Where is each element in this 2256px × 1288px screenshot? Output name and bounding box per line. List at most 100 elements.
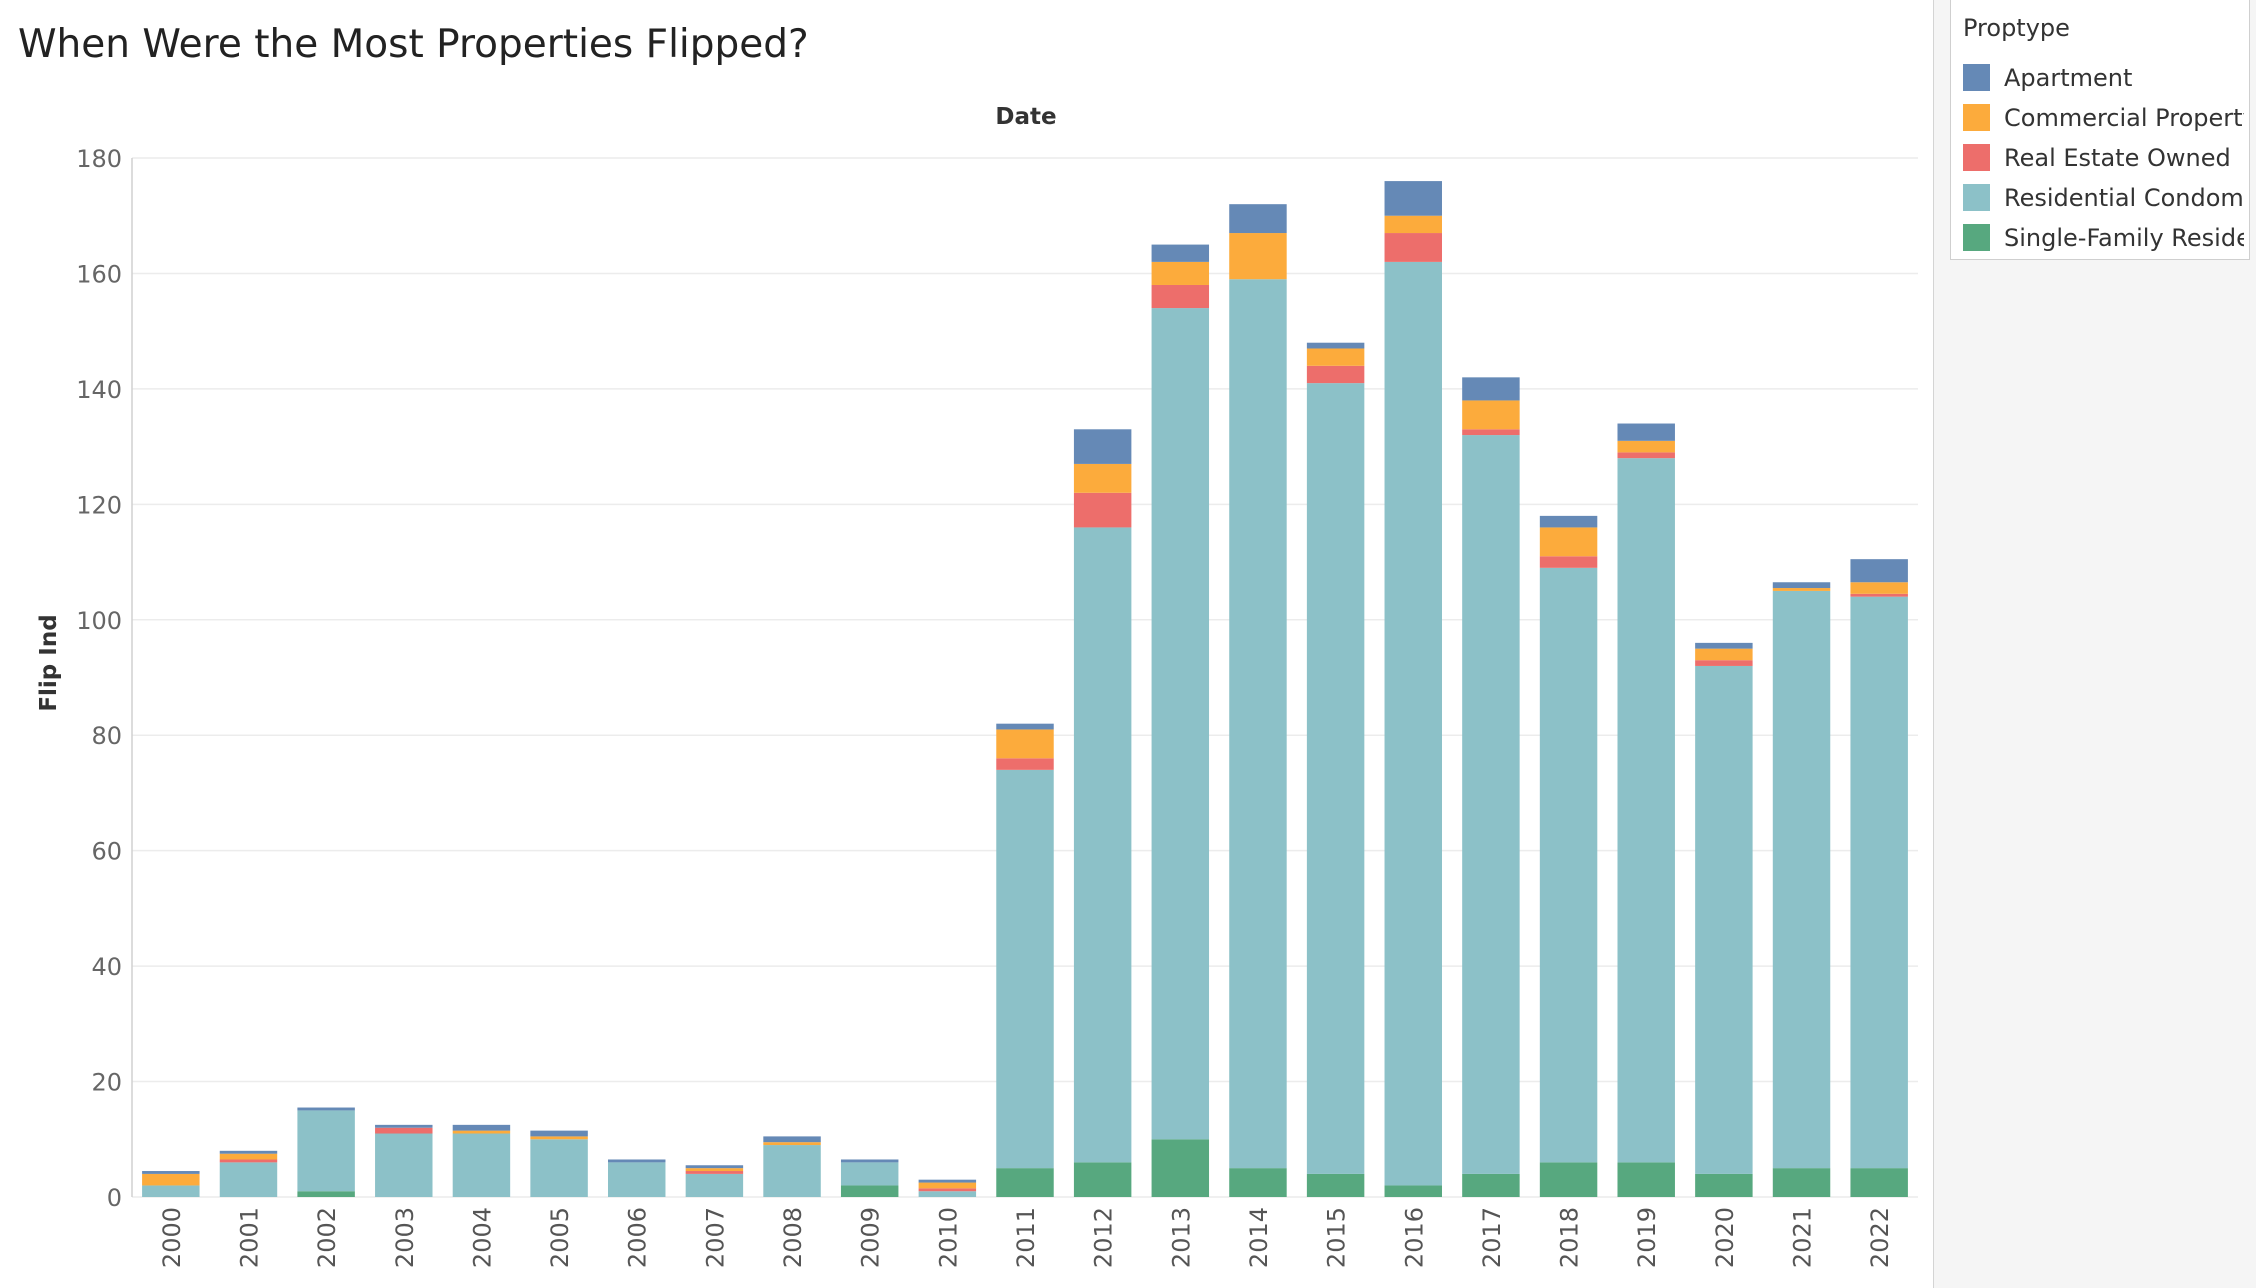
- bar-segment[interactable]: 2014 · Single-Family Reside..: 5: [1229, 1168, 1287, 1197]
- bar-segment[interactable]: 2013 · Single-Family Reside..: 10: [1151, 1139, 1210, 1197]
- bar-segment[interactable]: 2017 · Single-Family Reside..: 4: [1462, 1173, 1520, 1197]
- bar-segment[interactable]: 2009 · Single-Family Reside..: 2: [840, 1185, 899, 1197]
- bar-segment[interactable]: 2016 · Commercial Property: 3: [1384, 215, 1442, 234]
- bar-segment[interactable]: 2006 · Residential Condomi..: 6: [608, 1162, 666, 1197]
- bar-segment[interactable]: 2019 · Apartment: 3: [1617, 423, 1675, 441]
- bar-segment[interactable]: 2011 · Single-Family Reside..: 5: [996, 1168, 1054, 1197]
- bar-segment[interactable]: 2008 · Commercial Property: 0.5: [763, 1142, 821, 1146]
- bar-segment[interactable]: 2015 · Apartment: 1: [1306, 342, 1365, 349]
- bar-segment[interactable]: 2018 · Single-Family Reside..: 6: [1539, 1162, 1598, 1197]
- bar-segment[interactable]: 2014 · Residential Condomi..: 154: [1229, 279, 1287, 1169]
- bar-segment[interactable]: 2015 · Commercial Property: 3: [1306, 348, 1365, 366]
- bar-segment[interactable]: 2012 · Real Estate Owned: 6: [1073, 492, 1132, 528]
- bar-segment[interactable]: 2003 · Real Estate Owned: 1: [375, 1127, 433, 1134]
- bar-segment[interactable]: 2011 · Real Estate Owned: 2: [996, 758, 1054, 770]
- bar-segment[interactable]: 2012 · Residential Condomi..: 110: [1073, 527, 1132, 1163]
- bar-segment[interactable]: 2007 · Apartment: 0.5: [685, 1165, 744, 1169]
- bar-segment[interactable]: 2001 · Residential Condomi..: 6: [219, 1162, 278, 1197]
- bar-segment[interactable]: 2014 · Commercial Property: 8: [1229, 233, 1287, 280]
- bar-segment[interactable]: 2019 · Residential Condomi..: 122: [1617, 458, 1675, 1163]
- bar-segment[interactable]: 2020 · Commercial Property: 2: [1695, 648, 1753, 661]
- bar-segment[interactable]: 2017 · Residential Condomi..: 128: [1462, 435, 1520, 1174]
- bar-segment[interactable]: 2000 · Residential Condomi..: 2: [142, 1185, 200, 1197]
- bars[interactable]: 2000 · Residential Condomi..: 22000 · Co…: [142, 181, 1908, 1197]
- bar-segment[interactable]: 2001 · Commercial Property: 1: [219, 1153, 278, 1160]
- bar-segment[interactable]: 2002 · Single-Family Reside..: 1: [297, 1191, 355, 1197]
- legend-item-single-family-residence[interactable]: Single-Family Reside..: [1963, 222, 2249, 252]
- bar-segment[interactable]: 2018 · Commercial Property: 5: [1539, 527, 1598, 557]
- bar-segment[interactable]: 2017 · Real Estate Owned: 1: [1462, 429, 1520, 436]
- bar-segment[interactable]: 2018 · Apartment: 2: [1539, 515, 1598, 528]
- bar-segment[interactable]: 2020 · Single-Family Reside..: 4: [1695, 1173, 1753, 1197]
- bar-segment[interactable]: 2012 · Commercial Property: 5: [1073, 463, 1132, 493]
- bar-segment[interactable]: 2019 · Single-Family Reside..: 6: [1617, 1162, 1675, 1197]
- bar-segment[interactable]: 2004 · Residential Condomi..: 11: [452, 1133, 511, 1197]
- legend-item-residential-condominium[interactable]: Residential Condomi..: [1963, 182, 2249, 212]
- bar-segment[interactable]: 2010 · Residential Condomi..: 1: [918, 1191, 977, 1197]
- bar-segment[interactable]: 2016 · Apartment: 6: [1384, 181, 1442, 216]
- bar-segment[interactable]: 2014 · Apartment: 5: [1229, 204, 1287, 234]
- bar-segment[interactable]: 2011 · Commercial Property: 5: [996, 729, 1054, 759]
- bar-segment[interactable]: 2005 · Residential Condomi..: 10: [530, 1139, 588, 1197]
- bar-segment[interactable]: 2001 · Apartment: 0.5: [219, 1150, 278, 1154]
- bar-segment[interactable]: 2022 · Apartment: 4: [1850, 559, 1908, 583]
- bar-segment[interactable]: 2021 · Residential Condomi..: 100: [1772, 590, 1831, 1169]
- bar-segment[interactable]: 2005 · Commercial Property: 0.5: [530, 1136, 588, 1140]
- bar-segment[interactable]: 2022 · Commercial Property: 2: [1850, 582, 1908, 594]
- bar-segment[interactable]: 2021 · Apartment: 1: [1772, 582, 1831, 589]
- bar-segment[interactable]: 2009 · Residential Condomi..: 4: [840, 1162, 899, 1186]
- bar-segment[interactable]: 2008 · Apartment: 1: [763, 1136, 821, 1143]
- bar-segment[interactable]: 2016 · Single-Family Reside..: 2: [1384, 1185, 1442, 1197]
- bar-segment[interactable]: 2020 · Apartment: 1: [1695, 642, 1753, 649]
- bar-segment[interactable]: 2001 · Real Estate Owned: 0.5: [219, 1159, 278, 1163]
- bar-segment[interactable]: 2008 · Residential Condomi..: 9: [763, 1145, 821, 1197]
- bar-segment[interactable]: 2018 · Real Estate Owned: 2: [1539, 556, 1598, 568]
- bar-segment[interactable]: 2020 · Real Estate Owned: 1: [1695, 660, 1753, 666]
- bar-segment[interactable]: 2013 · Apartment: 3: [1151, 244, 1210, 262]
- bar-segment[interactable]: 2007 · Real Estate Owned: 0.5: [685, 1171, 744, 1174]
- bar-segment[interactable]: 2015 · Real Estate Owned: 3: [1306, 365, 1365, 384]
- bar-segment[interactable]: 2002 · Apartment: 0.5: [297, 1107, 355, 1111]
- bar-segment[interactable]: 2019 · Real Estate Owned: 1: [1617, 452, 1675, 459]
- bar-segment[interactable]: 2015 · Single-Family Reside..: 4: [1306, 1173, 1365, 1197]
- bar-segment[interactable]: 2011 · Residential Condomi..: 69: [996, 769, 1054, 1169]
- bar-segment[interactable]: 2012 · Apartment: 6: [1073, 429, 1132, 464]
- bar-segment[interactable]: 2003 · Apartment: 0.5: [375, 1124, 433, 1128]
- bar-segment[interactable]: 2012 · Single-Family Reside..: 6: [1073, 1162, 1132, 1197]
- bar-segment[interactable]: 2007 · Commercial Property: 0.5: [685, 1168, 744, 1172]
- bar-segment[interactable]: 2022 · Real Estate Owned: 0.5: [1850, 593, 1908, 597]
- bar-segment[interactable]: 2017 · Apartment: 4: [1462, 377, 1520, 401]
- bar-segment[interactable]: 2010 · Real Estate Owned: 0.5: [918, 1188, 977, 1192]
- bar-segment[interactable]: 2004 · Commercial Property: 0.5: [452, 1130, 511, 1134]
- bar-segment[interactable]: 2021 · Commercial Property: 0.5: [1772, 588, 1831, 591]
- bar-segment[interactable]: 2016 · Residential Condomi..: 160: [1384, 261, 1442, 1186]
- bar-segment[interactable]: 2022 · Single-Family Reside..: 5: [1850, 1168, 1908, 1197]
- bar-segment[interactable]: 2019 · Commercial Property: 2: [1617, 440, 1675, 453]
- bar-segment[interactable]: 2011 · Apartment: 1: [996, 723, 1054, 730]
- bar-segment[interactable]: 2017 · Commercial Property: 5: [1462, 400, 1520, 430]
- bar-segment[interactable]: 2016 · Real Estate Owned: 5: [1384, 233, 1442, 262]
- legend-item-commercial-property[interactable]: Commercial Property: [1963, 102, 2249, 132]
- bar-segment[interactable]: 2010 · Commercial Property: 1: [918, 1182, 977, 1189]
- bar-segment[interactable]: 2004 · Apartment: 1: [452, 1124, 511, 1131]
- bar-segment[interactable]: 2009 · Apartment: 0.5: [840, 1159, 899, 1163]
- bar-segment[interactable]: 2013 · Commercial Property: 4: [1151, 261, 1210, 285]
- bar-segment[interactable]: 2022 · Residential Condomi..: 99: [1850, 596, 1908, 1169]
- bar-segment[interactable]: 2006 · Apartment: 0.5: [608, 1159, 666, 1163]
- x-tick-label: 2020: [1711, 1207, 1739, 1268]
- bar-segment[interactable]: 2018 · Residential Condomi..: 103: [1539, 567, 1598, 1163]
- bar-segment[interactable]: 2015 · Residential Condomi..: 137: [1306, 383, 1365, 1174]
- bar-segment[interactable]: 2013 · Residential Condomi..: 144: [1151, 308, 1210, 1140]
- bar-segment[interactable]: 2021 · Single-Family Reside..: 5: [1772, 1168, 1831, 1197]
- bar-segment[interactable]: 2013 · Real Estate Owned: 4: [1151, 284, 1210, 309]
- bar-segment[interactable]: 2010 · Apartment: 0.5: [918, 1179, 977, 1183]
- bar-segment[interactable]: 2007 · Residential Condomi..: 4: [685, 1173, 744, 1197]
- bar-segment[interactable]: 2005 · Apartment: 1: [530, 1130, 588, 1137]
- bar-segment[interactable]: 2000 · Apartment: 0.5: [142, 1171, 200, 1174]
- bar-segment[interactable]: 2002 · Residential Condomi..: 14: [297, 1110, 355, 1192]
- legend-item-apartment[interactable]: Apartment: [1963, 62, 2249, 92]
- bar-segment[interactable]: 2000 · Commercial Property: 2: [142, 1173, 200, 1186]
- bar-segment[interactable]: 2003 · Residential Condomi..: 11: [375, 1133, 433, 1197]
- bar-segment[interactable]: 2020 · Residential Condomi..: 88: [1695, 665, 1753, 1174]
- legend-item-real-estate-owned[interactable]: Real Estate Owned: [1963, 142, 2249, 172]
